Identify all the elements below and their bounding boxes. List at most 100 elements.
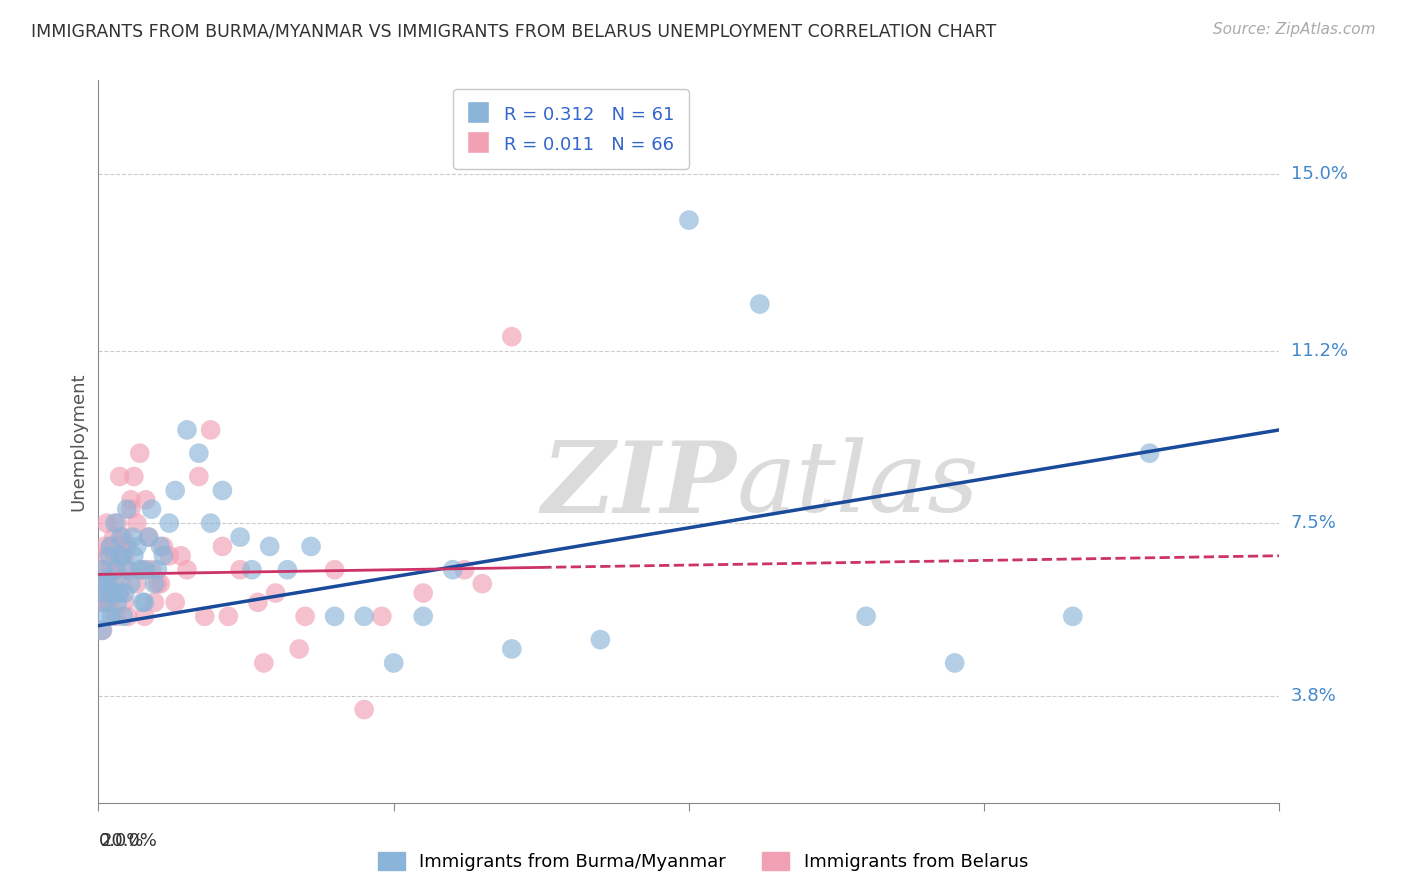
Point [122, 549, 145, 563]
Point [107, 586, 129, 600]
Point [176, 423, 198, 437]
Text: 3.8%: 3.8% [1291, 687, 1336, 705]
Point [104, 549, 127, 563]
Point [170, 549, 193, 563]
Point [143, 595, 166, 609]
Point [149, 540, 172, 554]
Point [187, 469, 209, 483]
Point [94, 586, 117, 600]
Point [146, 576, 169, 591]
Point [288, 642, 311, 657]
Point [134, 609, 156, 624]
Point [91, 595, 114, 609]
Point [678, 213, 700, 227]
Point [187, 446, 209, 460]
Point [157, 516, 180, 530]
Point [141, 502, 163, 516]
Point [176, 563, 198, 577]
Point [112, 609, 135, 624]
Point [323, 609, 346, 624]
Point [96, 595, 118, 609]
Point [91, 563, 114, 577]
Point [412, 586, 434, 600]
Point [114, 586, 136, 600]
Point [112, 530, 135, 544]
Text: 7.5%: 7.5% [1291, 514, 1337, 533]
Point [165, 483, 187, 498]
Point [110, 530, 132, 544]
Point [134, 595, 156, 609]
Point [253, 656, 276, 670]
Point [211, 540, 233, 554]
Point [103, 563, 125, 577]
Text: IMMIGRANTS FROM BURMA/MYANMAR VS IMMIGRANTS FROM BELARUS UNEMPLOYMENT CORRELATIO: IMMIGRANTS FROM BURMA/MYANMAR VS IMMIGRA… [31, 22, 997, 40]
Point [855, 609, 877, 624]
Point [98, 595, 121, 609]
Point [105, 516, 128, 530]
Point [589, 632, 612, 647]
Point [165, 595, 187, 609]
Text: 20.0%: 20.0% [101, 831, 157, 850]
Point [125, 576, 148, 591]
Point [132, 595, 155, 609]
Point [108, 586, 131, 600]
Point [138, 530, 160, 544]
Point [152, 540, 174, 554]
Point [117, 609, 139, 624]
Point [353, 609, 375, 624]
Point [240, 563, 263, 577]
Point [259, 540, 281, 554]
Point [382, 656, 405, 670]
Point [108, 540, 131, 554]
Point [120, 502, 142, 516]
Point [120, 576, 142, 591]
Point [157, 549, 180, 563]
Point [748, 297, 770, 311]
Point [96, 572, 118, 586]
Point [135, 563, 157, 577]
Point [101, 563, 124, 577]
Point [108, 469, 131, 483]
Text: 0.0%: 0.0% [98, 831, 143, 850]
Point [141, 563, 163, 577]
Point [93, 595, 115, 609]
Point [103, 576, 125, 591]
Point [98, 540, 121, 554]
Point [96, 516, 118, 530]
Point [115, 502, 138, 516]
Point [143, 576, 166, 591]
Point [128, 446, 150, 460]
Point [110, 576, 132, 591]
Point [120, 492, 142, 507]
Text: atlas: atlas [737, 437, 979, 533]
Point [111, 549, 134, 563]
Point [90, 576, 112, 591]
Point [138, 530, 160, 544]
Point [135, 492, 157, 507]
Point [152, 549, 174, 563]
Point [229, 563, 252, 577]
Text: 11.2%: 11.2% [1291, 342, 1348, 359]
Text: 15.0%: 15.0% [1291, 164, 1347, 183]
Point [96, 609, 118, 624]
Point [111, 549, 134, 563]
Point [132, 563, 155, 577]
Point [105, 563, 128, 577]
Point [501, 329, 523, 343]
Point [200, 423, 222, 437]
Point [97, 576, 120, 591]
Point [117, 563, 139, 577]
Point [229, 530, 252, 544]
Point [104, 516, 127, 530]
Point [114, 563, 136, 577]
Point [91, 624, 114, 638]
Point [105, 595, 128, 609]
Point [146, 563, 169, 577]
Point [441, 563, 464, 577]
Point [276, 563, 298, 577]
Point [91, 624, 114, 638]
Point [211, 483, 233, 498]
Point [100, 540, 122, 554]
Point [471, 576, 494, 591]
Point [371, 609, 394, 624]
